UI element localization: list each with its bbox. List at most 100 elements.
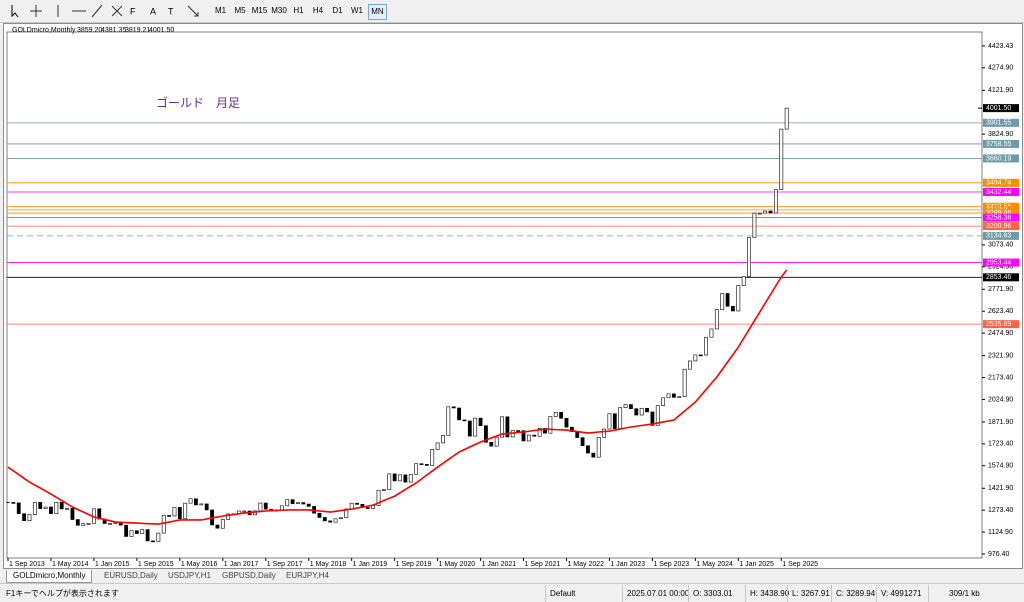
timeframe-button[interactable]: D1 — [332, 6, 343, 15]
x-tick-label: 1 Sep 2015 — [138, 561, 174, 568]
candle — [317, 512, 322, 518]
level-label: 3494.74 — [986, 180, 1011, 187]
chart: GOLDmicro,Monthly ゴールド 月足 3859.204381.35… — [6, 27, 1019, 568]
y-tick-label: 2924.90 — [988, 264, 1013, 271]
trendline-icon[interactable] — [91, 4, 103, 18]
timeframe-button[interactable]: H1 — [293, 6, 304, 15]
candle — [81, 523, 86, 526]
candle — [736, 285, 741, 312]
candle — [489, 442, 494, 447]
x-tick-label: 1 Jan 2021 — [482, 561, 517, 568]
chart-tab[interactable]: EURUSD,Daily — [104, 571, 158, 580]
candle — [720, 293, 725, 310]
timeframe-button[interactable]: M1 — [214, 6, 227, 15]
level-label-box — [983, 178, 1019, 187]
header-ohlc: 3819.21 — [125, 27, 150, 34]
candle — [467, 420, 472, 437]
current-price-label: 4001.50 — [986, 105, 1011, 112]
candle — [725, 293, 730, 307]
candle — [784, 107, 789, 130]
candle — [612, 413, 617, 429]
candle — [602, 428, 606, 438]
candle — [752, 212, 757, 238]
candle — [666, 393, 671, 399]
chart-window: GOLDmicro,Monthly ゴールド 月足 3859.20 4381.35… — [3, 23, 1023, 569]
y-tick-label: 976.40 — [988, 551, 1010, 558]
candle — [419, 463, 424, 465]
x-tick-label: 1 Jan 2017 — [224, 561, 259, 568]
level-label: 3758.55 — [986, 141, 1011, 148]
level-label: 2535.69 — [986, 321, 1011, 328]
x-tick-label: 1 Sep 2013 — [9, 561, 45, 568]
y-tick-label: 1421.90 — [988, 485, 1013, 492]
candle — [183, 502, 188, 520]
chart-tab[interactable]: USDJPY,H1 — [168, 571, 211, 580]
cursor-icon[interactable] — [11, 5, 19, 18]
arrow-icon[interactable] — [187, 5, 199, 17]
candle — [43, 506, 48, 509]
candle — [741, 276, 746, 286]
candle — [714, 309, 719, 330]
candle — [124, 524, 129, 537]
timeframe-button[interactable]: M5 — [234, 6, 246, 15]
candle — [462, 419, 467, 422]
level-label: 2953.44 — [986, 259, 1011, 266]
y-tick-label: 3824.90 — [988, 131, 1013, 138]
candle — [381, 489, 386, 491]
chart-tab[interactable]: GBPUSD,Daily — [222, 571, 276, 580]
timeframe-button[interactable]: W1 — [351, 6, 363, 15]
candle — [177, 507, 182, 520]
candle — [344, 508, 349, 519]
level-label-box — [983, 187, 1019, 196]
status-open: O: 3303.01 — [688, 585, 733, 602]
candle — [376, 489, 381, 506]
level-label-box — [983, 258, 1019, 267]
candle — [457, 407, 461, 421]
candle — [242, 510, 247, 513]
candle — [607, 413, 612, 430]
crosshair-icon[interactable] — [30, 5, 42, 17]
candle — [559, 412, 564, 419]
timeframe-button[interactable]: H4 — [312, 6, 324, 15]
chart-tab[interactable]: GOLDmicro,Monthly — [6, 570, 93, 583]
fibo-icon[interactable]: F — [130, 6, 136, 16]
candle — [38, 502, 43, 509]
toolbar-icons: F A T — [11, 4, 199, 18]
candle — [526, 434, 531, 442]
chart-tab[interactable]: EURJPY,H4 — [286, 571, 329, 580]
candle — [22, 513, 27, 522]
level-label-box — [983, 139, 1019, 148]
y-tick-label: 2623.40 — [988, 308, 1013, 315]
timeframe-button[interactable]: M30 — [271, 6, 287, 15]
candle — [134, 530, 139, 534]
level-label: 3134.63 — [986, 233, 1011, 240]
channel-icon[interactable] — [111, 5, 123, 17]
candle — [54, 501, 59, 514]
candle — [553, 412, 558, 417]
candle — [596, 436, 601, 458]
candle — [618, 407, 623, 429]
y-tick-label: 2024.90 — [988, 396, 1013, 403]
x-tick-label: 1 Sep 2019 — [396, 561, 432, 568]
candle — [398, 474, 402, 482]
candle — [580, 437, 585, 446]
level-label-box — [983, 231, 1019, 240]
timeframe-button[interactable]: M15 — [251, 6, 268, 15]
candle — [768, 210, 773, 214]
candle — [424, 463, 429, 466]
candle — [677, 396, 682, 398]
candle — [199, 503, 204, 506]
label-icon[interactable]: T — [168, 6, 174, 16]
candle — [682, 368, 687, 397]
y-tick-label: 4121.90 — [988, 87, 1013, 94]
timeframe-button[interactable]: MN — [368, 4, 387, 20]
candle — [645, 407, 649, 413]
candle — [129, 530, 134, 537]
candle — [414, 463, 419, 475]
text-icon[interactable]: A — [150, 6, 156, 16]
x-tick-label: 1 May 2024 — [696, 561, 733, 568]
candle — [505, 416, 510, 438]
candle — [731, 305, 735, 312]
status-traffic: 309/1 kb — [928, 585, 980, 602]
candle — [704, 336, 709, 356]
